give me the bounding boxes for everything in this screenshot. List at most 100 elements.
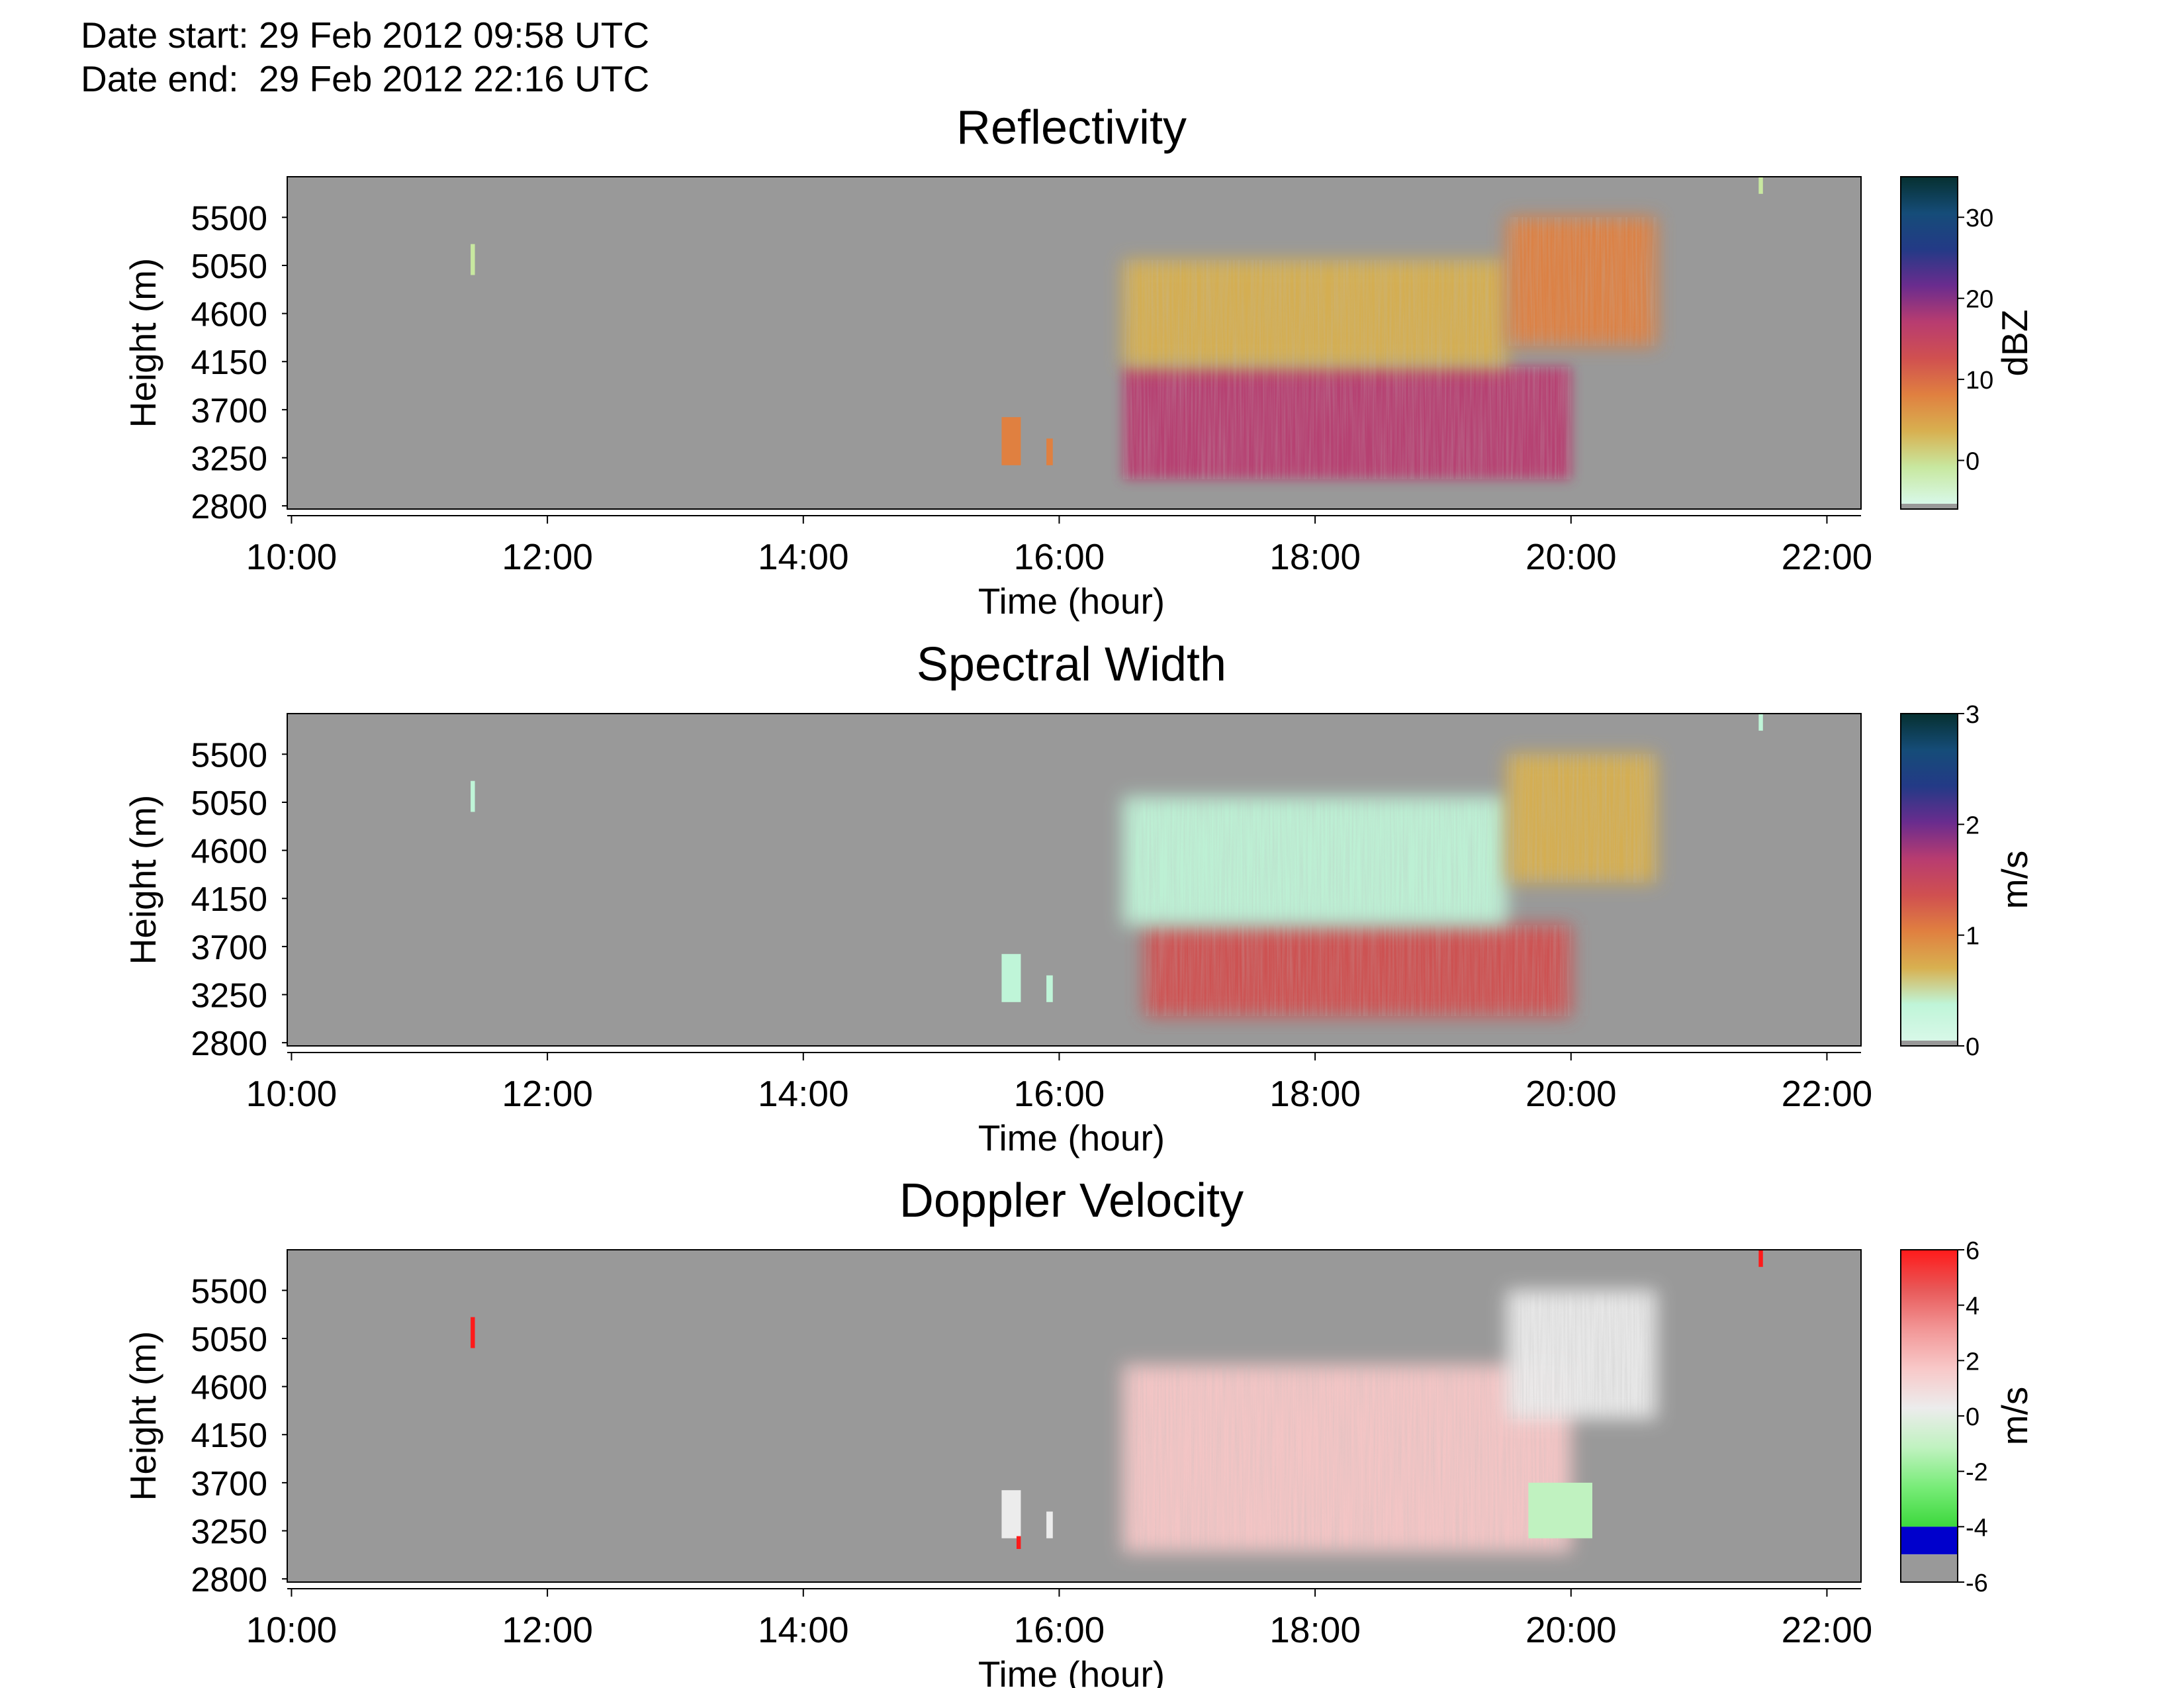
colorbar-tick-label: 20	[1966, 286, 1993, 314]
y-tick-label: 2800	[191, 488, 267, 526]
heatmap-texture	[1144, 925, 1571, 1016]
colorbar-tick-label: 1	[1966, 923, 1979, 951]
y-tick-label: 5050	[191, 1321, 267, 1359]
colorbar-tick-label: 30	[1966, 205, 1993, 232]
x-tick-label: 10:00	[246, 536, 338, 577]
colorbar-tick-label: 6	[1966, 1237, 1979, 1265]
y-tick-label: 5050	[191, 248, 267, 286]
y-tick-label: 4150	[191, 880, 267, 919]
y-tick-label: 3700	[191, 929, 267, 967]
x-tick-label: 18:00	[1269, 536, 1361, 577]
heatmap-region	[1758, 714, 1763, 731]
x-tick-label: 22:00	[1782, 1073, 1873, 1114]
colorbar-band	[1901, 1554, 1958, 1582]
colorbar-label: m/s	[1994, 1387, 2035, 1446]
x-tick-label: 14:00	[758, 536, 849, 577]
y-tick-label: 3250	[191, 1513, 267, 1552]
x-tick-label: 10:00	[246, 1073, 338, 1114]
heatmap-region	[1046, 1511, 1053, 1538]
y-tick-label: 5500	[191, 1272, 267, 1311]
heatmap-region	[1046, 438, 1053, 465]
x-tick-label: 14:00	[758, 1609, 849, 1650]
y-tick-label: 3250	[191, 977, 267, 1015]
heatmap-region	[1001, 1490, 1021, 1538]
heatmap-data	[471, 1250, 1763, 1552]
x-tick-label: 18:00	[1269, 1073, 1361, 1114]
heatmap-region	[1758, 1250, 1763, 1267]
panel-2: Doppler Velocity 2800 3250 3700 4150 4600 5050…	[122, 1174, 2035, 1688]
colorbar: 0 1 2 3 m/s	[1900, 701, 2035, 1061]
y-tick-label: 3700	[191, 392, 267, 430]
x-tick-label: 20:00	[1525, 1073, 1617, 1114]
y-tick-label: 4150	[191, 344, 267, 382]
x-tick-label: 14:00	[758, 1073, 849, 1114]
x-tick-label: 12:00	[502, 1073, 593, 1114]
x-tick-label: 16:00	[1014, 1609, 1105, 1650]
x-tick-label: 22:00	[1782, 1609, 1873, 1650]
y-tick-label: 5500	[191, 199, 267, 238]
colorbar-frame	[1900, 176, 1958, 510]
colorbar-gradient	[1901, 177, 1958, 504]
x-tick-label: 12:00	[502, 1609, 593, 1650]
x-tick-label: 16:00	[1014, 1073, 1105, 1114]
colorbar-label: dBZ	[1994, 310, 2035, 377]
heatmap-texture	[1507, 1290, 1657, 1419]
x-axis-label: Time (hour)	[978, 581, 1165, 622]
colorbar-label: m/s	[1994, 851, 2035, 910]
y-tick-label: 3250	[191, 440, 267, 479]
x-tick-label: 22:00	[1782, 536, 1873, 577]
plot-frame	[287, 176, 1862, 510]
heatmap-texture	[1123, 796, 1508, 925]
y-tick-label: 4600	[191, 296, 267, 334]
heatmap-data	[471, 714, 1763, 1016]
colorbar-tick-label: 0	[1966, 1033, 1979, 1061]
y-axis-label: Height (m)	[122, 1331, 163, 1501]
colorbar-gradient	[1901, 1250, 1958, 1527]
heatmap-region	[471, 1317, 475, 1348]
y-tick-label: 4150	[191, 1417, 267, 1455]
heatmap-region	[1528, 1482, 1592, 1538]
colorbar-tick-label: 4	[1966, 1293, 1979, 1321]
colorbar-tick-label: -4	[1966, 1514, 1988, 1542]
y-tick-label: 2800	[191, 1025, 267, 1063]
x-tick-label: 20:00	[1525, 536, 1617, 577]
heatmap-region	[471, 780, 475, 812]
y-tick-label: 3700	[191, 1465, 267, 1503]
heatmap-texture	[1123, 367, 1571, 479]
heatmap-texture	[1123, 259, 1508, 367]
colorbar-tick-label: -6	[1966, 1570, 1988, 1597]
y-tick-label: 5500	[191, 736, 267, 774]
colorbar-gradient	[1901, 714, 1958, 1041]
date-start-text: Date start: 29 Feb 2012 09:58 UTC	[81, 15, 650, 56]
heatmap-texture	[1507, 754, 1657, 883]
heatmap-region	[1046, 975, 1053, 1002]
x-tick-label: 16:00	[1014, 536, 1105, 577]
panel-1: Spectral Width 2800 3250 3700 4150 4600 5050 55…	[122, 638, 2035, 1158]
heatmap-texture	[1507, 217, 1657, 346]
colorbar-band	[1901, 1526, 1958, 1555]
colorbar-tick-label: 0	[1966, 448, 1979, 476]
heatmap-texture	[1123, 1365, 1571, 1552]
x-tick-label: 20:00	[1525, 1609, 1617, 1650]
y-tick-label: 4600	[191, 833, 267, 871]
x-tick-label: 12:00	[502, 536, 593, 577]
x-axis-label: Time (hour)	[978, 1654, 1165, 1688]
plot-frame	[287, 713, 1862, 1047]
colorbar-tick-label: 2	[1966, 812, 1979, 839]
panel-0: Reflectivity 2800 3250 3700 4150 4600 5050 5500…	[122, 101, 2035, 622]
date-end-text: Date end: 29 Feb 2012 22:16 UTC	[81, 58, 650, 99]
y-tick-label: 4600	[191, 1369, 267, 1407]
heatmap-region	[1758, 177, 1763, 194]
chart-title: Spectral Width	[917, 638, 1226, 691]
heatmap-region	[1001, 954, 1021, 1002]
chart-title: Reflectivity	[956, 101, 1187, 154]
colorbar-tick-label: 0	[1966, 1403, 1979, 1431]
y-axis-label: Height (m)	[122, 258, 163, 428]
colorbar-tick-label: 10	[1966, 367, 1993, 395]
colorbar: 0 10 20 30 dBZ	[1900, 176, 2035, 510]
x-tick-label: 18:00	[1269, 1609, 1361, 1650]
chart-title: Doppler Velocity	[899, 1174, 1244, 1227]
heatmap-region	[1017, 1536, 1021, 1549]
x-axis-label: Time (hour)	[978, 1117, 1165, 1158]
